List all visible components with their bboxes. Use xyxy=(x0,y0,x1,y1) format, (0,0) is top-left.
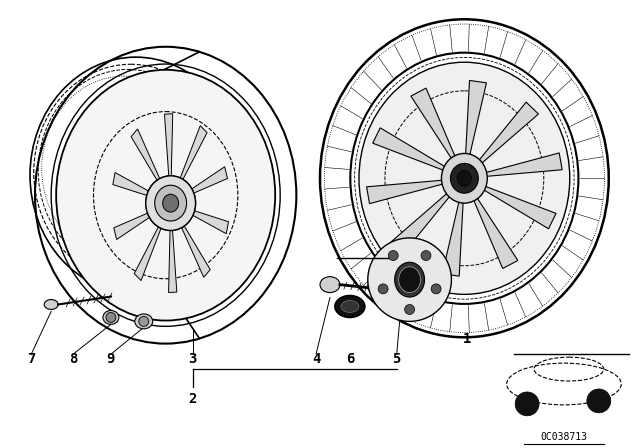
Text: 0C038713: 0C038713 xyxy=(540,432,588,442)
Polygon shape xyxy=(411,88,456,162)
Circle shape xyxy=(515,392,539,416)
Circle shape xyxy=(368,238,451,321)
Ellipse shape xyxy=(451,164,478,193)
Polygon shape xyxy=(164,114,173,181)
Ellipse shape xyxy=(320,277,340,293)
Text: 7: 7 xyxy=(27,352,35,366)
Polygon shape xyxy=(134,220,163,280)
Polygon shape xyxy=(442,198,463,276)
Ellipse shape xyxy=(44,300,58,310)
Text: 8: 8 xyxy=(69,352,77,366)
Ellipse shape xyxy=(155,185,187,221)
Ellipse shape xyxy=(146,176,196,230)
Ellipse shape xyxy=(341,301,359,312)
Polygon shape xyxy=(372,128,447,171)
Text: 3: 3 xyxy=(188,352,196,366)
Ellipse shape xyxy=(56,70,275,321)
Ellipse shape xyxy=(146,176,196,230)
Polygon shape xyxy=(477,102,538,165)
Polygon shape xyxy=(131,129,163,187)
Text: 1: 1 xyxy=(463,332,472,346)
Ellipse shape xyxy=(103,310,119,324)
Polygon shape xyxy=(465,81,486,159)
Text: 9: 9 xyxy=(107,352,115,366)
Text: 6: 6 xyxy=(346,352,354,366)
Polygon shape xyxy=(184,208,228,234)
Circle shape xyxy=(378,284,388,294)
Ellipse shape xyxy=(359,62,570,294)
Text: 5: 5 xyxy=(392,352,401,366)
Ellipse shape xyxy=(163,194,179,212)
Polygon shape xyxy=(390,191,452,254)
Circle shape xyxy=(404,305,415,314)
Polygon shape xyxy=(113,172,157,198)
Circle shape xyxy=(421,250,431,260)
Ellipse shape xyxy=(399,267,420,293)
Polygon shape xyxy=(484,153,562,177)
Ellipse shape xyxy=(442,154,487,203)
Ellipse shape xyxy=(458,170,471,186)
Ellipse shape xyxy=(395,262,424,297)
Ellipse shape xyxy=(155,185,187,221)
Circle shape xyxy=(587,389,611,413)
Polygon shape xyxy=(481,185,556,229)
Text: 2: 2 xyxy=(188,392,196,406)
Polygon shape xyxy=(179,220,210,277)
Polygon shape xyxy=(367,180,445,204)
Polygon shape xyxy=(168,225,177,293)
Ellipse shape xyxy=(335,296,365,318)
Ellipse shape xyxy=(135,314,153,329)
Polygon shape xyxy=(114,209,157,240)
Circle shape xyxy=(388,250,398,260)
Polygon shape xyxy=(184,167,227,197)
Ellipse shape xyxy=(163,194,179,212)
Polygon shape xyxy=(178,126,207,186)
Text: 4: 4 xyxy=(312,352,320,366)
Circle shape xyxy=(106,312,116,323)
Circle shape xyxy=(431,284,441,294)
Circle shape xyxy=(139,316,148,326)
Polygon shape xyxy=(472,195,518,268)
